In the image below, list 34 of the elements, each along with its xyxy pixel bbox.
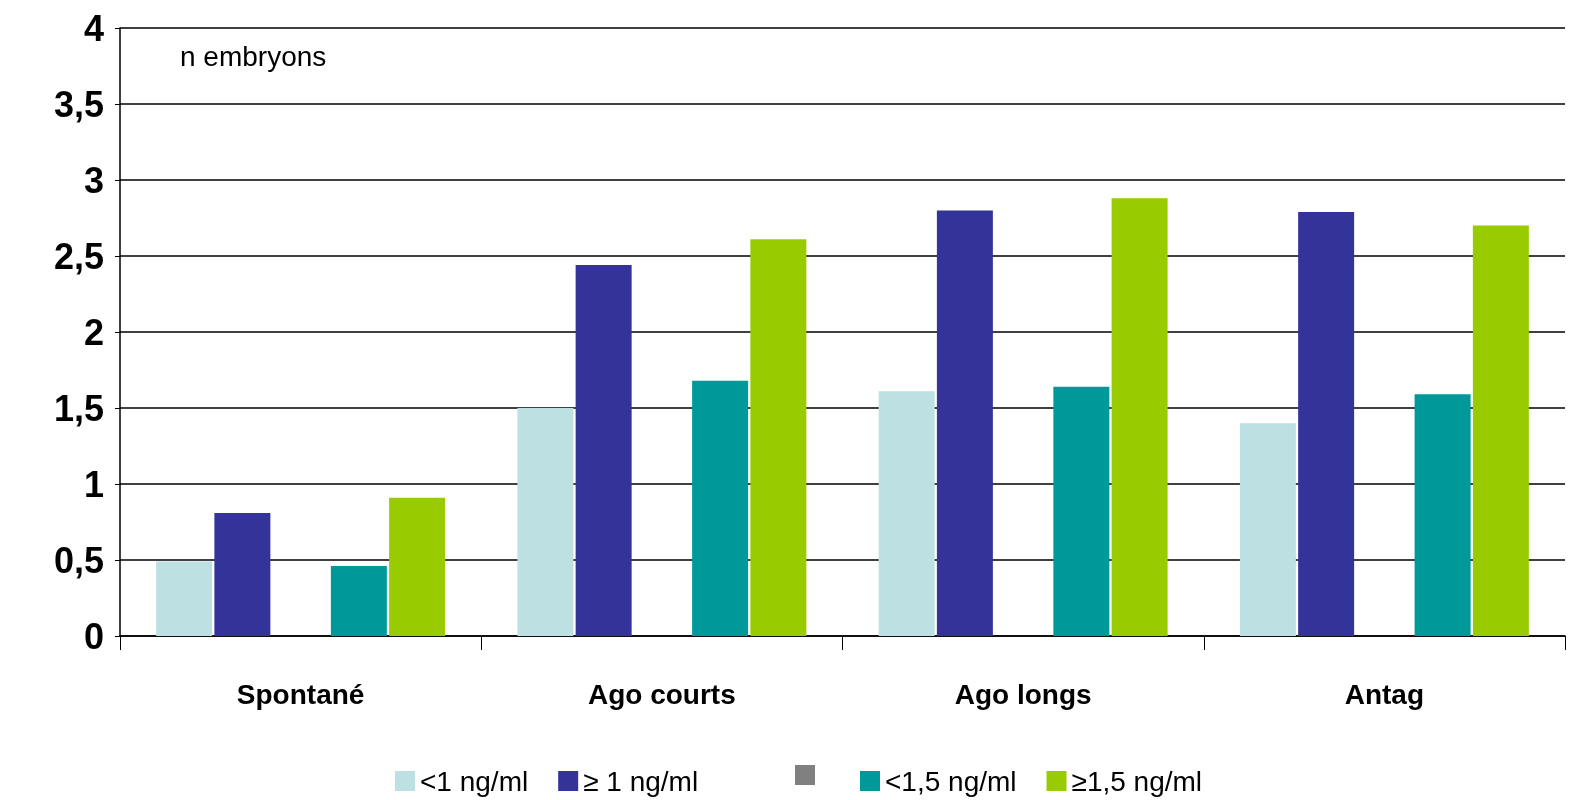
bar (1298, 211, 1355, 636)
bar (936, 210, 993, 636)
bar (1239, 423, 1296, 636)
bar (1472, 225, 1529, 636)
bar (389, 497, 446, 636)
x-tick-label: Spontané (236, 678, 365, 710)
y-tick-label: 1 (83, 463, 104, 505)
bar (1053, 386, 1110, 636)
y-tick-label: 3 (83, 159, 104, 201)
bar (1111, 198, 1168, 636)
y-tick-label: 2 (83, 311, 104, 353)
bar (692, 380, 749, 636)
y-tick-label: 4 (83, 7, 104, 49)
bar (214, 512, 271, 636)
x-tick-label: Ago longs (954, 678, 1092, 710)
y-tick-label: 3,5 (53, 83, 104, 125)
bar (156, 561, 213, 636)
bar (330, 566, 387, 636)
y-tick-label: 2,5 (53, 235, 104, 277)
bar (1414, 394, 1471, 636)
y-tick-label: 0,5 (53, 539, 104, 581)
bar (517, 408, 574, 636)
x-tick-label: Antag (1344, 678, 1425, 710)
bar (750, 239, 807, 636)
bar (878, 391, 935, 636)
annotation: n embryons (180, 40, 327, 72)
bar (575, 265, 632, 636)
y-tick-label: 0 (83, 615, 104, 657)
legend-label: ≥1,5 ng/ml (1071, 765, 1203, 797)
y-tick-label: 1,5 (53, 387, 104, 429)
x-tick-label: Ago courts (587, 678, 736, 710)
legend-label: <1 ng/ml (420, 765, 529, 797)
legend-label: <1,5 ng/ml (885, 765, 1017, 797)
legend-label: ≥ 1 ng/ml (583, 765, 699, 797)
